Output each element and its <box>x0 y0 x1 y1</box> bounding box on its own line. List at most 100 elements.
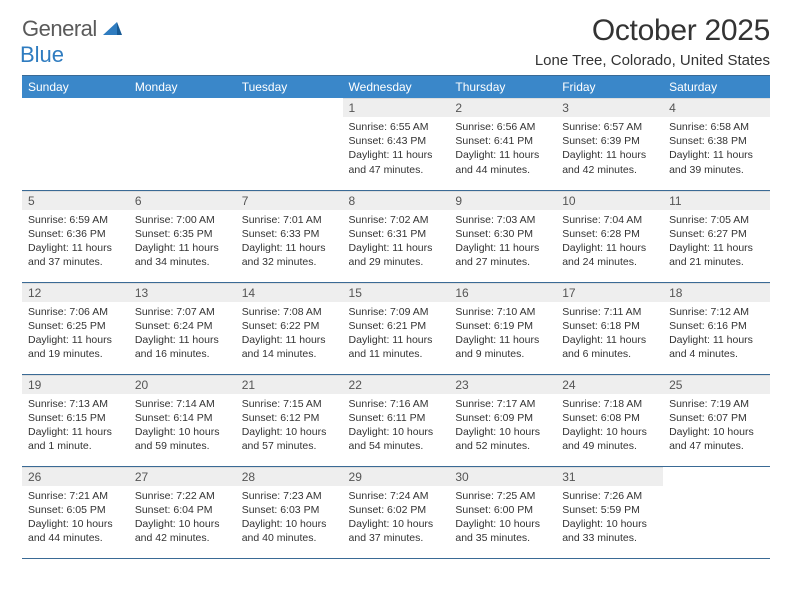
day-number: 31 <box>556 467 663 486</box>
sunrise-text: Sunrise: 7:24 AM <box>349 489 444 503</box>
sunrise-text: Sunrise: 7:10 AM <box>455 305 550 319</box>
sunset-text: Sunset: 6:39 PM <box>562 134 657 148</box>
day-header: Saturday <box>663 76 770 99</box>
day-details: Sunrise: 7:16 AMSunset: 6:11 PMDaylight:… <box>343 394 450 458</box>
calendar-cell: 23Sunrise: 7:17 AMSunset: 6:09 PMDayligh… <box>449 374 556 466</box>
calendar-week-row: 19Sunrise: 7:13 AMSunset: 6:15 PMDayligh… <box>22 374 770 466</box>
day-number: 20 <box>129 375 236 394</box>
sunrise-text: Sunrise: 6:57 AM <box>562 120 657 134</box>
day-number: 17 <box>556 283 663 302</box>
day-number: 24 <box>556 375 663 394</box>
day-header: Monday <box>129 76 236 99</box>
daylight-text: Daylight: 10 hours and 54 minutes. <box>349 425 444 453</box>
day-details: Sunrise: 6:57 AMSunset: 6:39 PMDaylight:… <box>556 117 663 181</box>
sunrise-text: Sunrise: 7:21 AM <box>28 489 123 503</box>
sunrise-text: Sunrise: 7:18 AM <box>562 397 657 411</box>
day-number: 8 <box>343 191 450 210</box>
day-details: Sunrise: 7:11 AMSunset: 6:18 PMDaylight:… <box>556 302 663 366</box>
day-number: 15 <box>343 283 450 302</box>
daylight-text: Daylight: 11 hours and 27 minutes. <box>455 241 550 269</box>
day-number <box>22 98 129 117</box>
daylight-text: Daylight: 10 hours and 57 minutes. <box>242 425 337 453</box>
calendar-cell: 20Sunrise: 7:14 AMSunset: 6:14 PMDayligh… <box>129 374 236 466</box>
daylight-text: Daylight: 11 hours and 19 minutes. <box>28 333 123 361</box>
daylight-text: Daylight: 11 hours and 11 minutes. <box>349 333 444 361</box>
day-details: Sunrise: 7:00 AMSunset: 6:35 PMDaylight:… <box>129 210 236 274</box>
day-number: 9 <box>449 191 556 210</box>
sunset-text: Sunset: 6:31 PM <box>349 227 444 241</box>
month-title: October 2025 <box>535 14 770 48</box>
sunset-text: Sunset: 6:12 PM <box>242 411 337 425</box>
daylight-text: Daylight: 11 hours and 24 minutes. <box>562 241 657 269</box>
sunrise-text: Sunrise: 7:12 AM <box>669 305 764 319</box>
day-details: Sunrise: 6:59 AMSunset: 6:36 PMDaylight:… <box>22 210 129 274</box>
day-number: 23 <box>449 375 556 394</box>
sunrise-text: Sunrise: 7:01 AM <box>242 213 337 227</box>
calendar-cell: 19Sunrise: 7:13 AMSunset: 6:15 PMDayligh… <box>22 374 129 466</box>
day-details: Sunrise: 7:12 AMSunset: 6:16 PMDaylight:… <box>663 302 770 366</box>
day-number: 10 <box>556 191 663 210</box>
logo-text: General Blue <box>22 16 123 68</box>
daylight-text: Daylight: 11 hours and 4 minutes. <box>669 333 764 361</box>
sunrise-text: Sunrise: 7:19 AM <box>669 397 764 411</box>
sunrise-text: Sunrise: 7:22 AM <box>135 489 230 503</box>
calendar-cell: 29Sunrise: 7:24 AMSunset: 6:02 PMDayligh… <box>343 466 450 558</box>
day-number: 19 <box>22 375 129 394</box>
calendar-body: 1Sunrise: 6:55 AMSunset: 6:43 PMDaylight… <box>22 98 770 558</box>
sunrise-text: Sunrise: 7:26 AM <box>562 489 657 503</box>
calendar-cell: 27Sunrise: 7:22 AMSunset: 6:04 PMDayligh… <box>129 466 236 558</box>
calendar-cell: 4Sunrise: 6:58 AMSunset: 6:38 PMDaylight… <box>663 98 770 190</box>
calendar-cell: 22Sunrise: 7:16 AMSunset: 6:11 PMDayligh… <box>343 374 450 466</box>
day-header: Wednesday <box>343 76 450 99</box>
sunset-text: Sunset: 6:18 PM <box>562 319 657 333</box>
day-header: Tuesday <box>236 76 343 99</box>
day-details: Sunrise: 7:18 AMSunset: 6:08 PMDaylight:… <box>556 394 663 458</box>
sunset-text: Sunset: 6:21 PM <box>349 319 444 333</box>
day-header: Thursday <box>449 76 556 99</box>
daylight-text: Daylight: 11 hours and 16 minutes. <box>135 333 230 361</box>
daylight-text: Daylight: 11 hours and 32 minutes. <box>242 241 337 269</box>
calendar-cell: 30Sunrise: 7:25 AMSunset: 6:00 PMDayligh… <box>449 466 556 558</box>
calendar-week-row: 1Sunrise: 6:55 AMSunset: 6:43 PMDaylight… <box>22 98 770 190</box>
calendar-cell <box>663 466 770 558</box>
day-number: 2 <box>449 98 556 117</box>
sunset-text: Sunset: 6:02 PM <box>349 503 444 517</box>
sunset-text: Sunset: 6:00 PM <box>455 503 550 517</box>
day-number: 30 <box>449 467 556 486</box>
logo-sail-icon <box>103 20 123 41</box>
calendar-week-row: 5Sunrise: 6:59 AMSunset: 6:36 PMDaylight… <box>22 190 770 282</box>
day-number: 16 <box>449 283 556 302</box>
sunset-text: Sunset: 5:59 PM <box>562 503 657 517</box>
calendar-week-row: 26Sunrise: 7:21 AMSunset: 6:05 PMDayligh… <box>22 466 770 558</box>
daylight-text: Daylight: 10 hours and 47 minutes. <box>669 425 764 453</box>
day-details: Sunrise: 7:19 AMSunset: 6:07 PMDaylight:… <box>663 394 770 458</box>
day-details: Sunrise: 6:58 AMSunset: 6:38 PMDaylight:… <box>663 117 770 181</box>
sunrise-text: Sunrise: 7:23 AM <box>242 489 337 503</box>
calendar-week-row: 12Sunrise: 7:06 AMSunset: 6:25 PMDayligh… <box>22 282 770 374</box>
calendar-cell: 17Sunrise: 7:11 AMSunset: 6:18 PMDayligh… <box>556 282 663 374</box>
calendar-cell <box>129 98 236 190</box>
day-details: Sunrise: 7:22 AMSunset: 6:04 PMDaylight:… <box>129 486 236 550</box>
calendar-page: General Blue October 2025 Lone Tree, Col… <box>0 0 792 559</box>
day-details: Sunrise: 7:09 AMSunset: 6:21 PMDaylight:… <box>343 302 450 366</box>
day-number: 21 <box>236 375 343 394</box>
calendar-cell: 21Sunrise: 7:15 AMSunset: 6:12 PMDayligh… <box>236 374 343 466</box>
sunset-text: Sunset: 6:19 PM <box>455 319 550 333</box>
sunset-text: Sunset: 6:09 PM <box>455 411 550 425</box>
calendar-cell: 3Sunrise: 6:57 AMSunset: 6:39 PMDaylight… <box>556 98 663 190</box>
day-details: Sunrise: 7:24 AMSunset: 6:02 PMDaylight:… <box>343 486 450 550</box>
day-number: 25 <box>663 375 770 394</box>
day-details: Sunrise: 7:21 AMSunset: 6:05 PMDaylight:… <box>22 486 129 550</box>
sunset-text: Sunset: 6:08 PM <box>562 411 657 425</box>
day-details: Sunrise: 7:01 AMSunset: 6:33 PMDaylight:… <box>236 210 343 274</box>
sunset-text: Sunset: 6:04 PM <box>135 503 230 517</box>
day-number: 3 <box>556 98 663 117</box>
day-number: 13 <box>129 283 236 302</box>
day-number: 6 <box>129 191 236 210</box>
sunrise-text: Sunrise: 6:56 AM <box>455 120 550 134</box>
daylight-text: Daylight: 11 hours and 21 minutes. <box>669 241 764 269</box>
day-details: Sunrise: 7:13 AMSunset: 6:15 PMDaylight:… <box>22 394 129 458</box>
sunrise-text: Sunrise: 7:03 AM <box>455 213 550 227</box>
daylight-text: Daylight: 10 hours and 42 minutes. <box>135 517 230 545</box>
day-details: Sunrise: 7:14 AMSunset: 6:14 PMDaylight:… <box>129 394 236 458</box>
